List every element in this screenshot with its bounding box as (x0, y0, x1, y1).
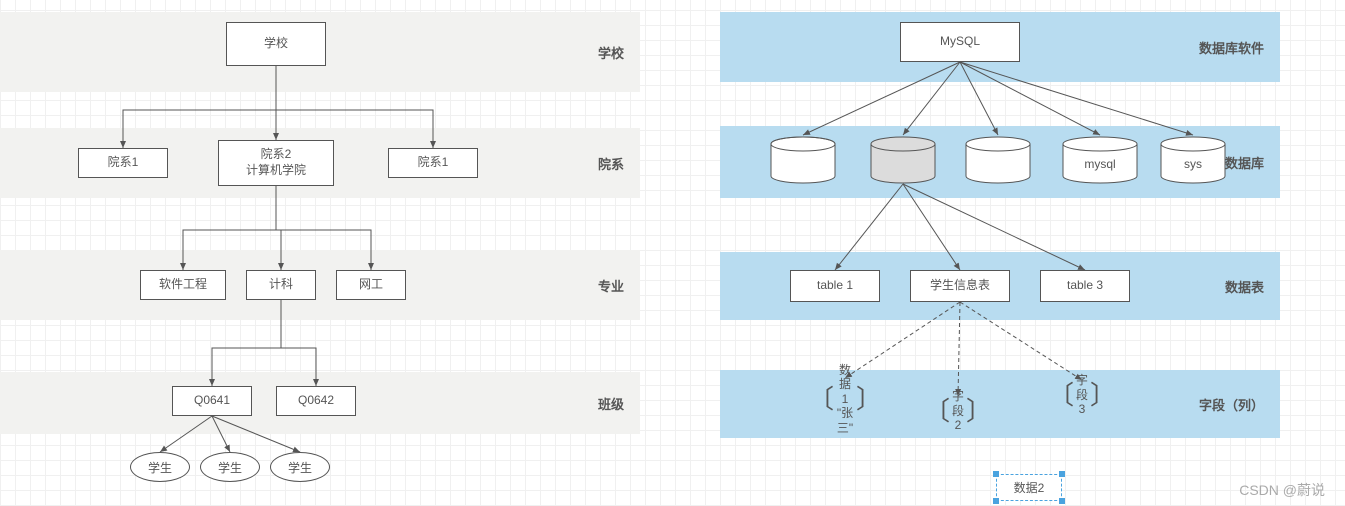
cyl-label: mysql (1084, 157, 1115, 171)
node-class1: Q0641 (172, 386, 252, 416)
cyl-label: sys (1184, 157, 1202, 171)
node-label: 数据2 (1014, 481, 1045, 495)
field-bracket: 〔 字段2 〕 (922, 396, 994, 426)
node-label: 学生 (288, 459, 312, 476)
node-table1: table 1 (790, 270, 880, 302)
cylinder-icon (965, 136, 1031, 182)
field-label: 字段2 (952, 389, 964, 432)
band-label: 班级 (598, 394, 624, 413)
band-label: 学校 (598, 43, 624, 62)
field-label: 数据1 (839, 363, 851, 406)
cylinder-icon: mysql (1062, 136, 1138, 182)
band-label: 数据库 (1225, 153, 1264, 172)
node-student: 学生 (270, 452, 330, 482)
node-label: 计算机学院 (246, 163, 306, 179)
node-student-table: 学生信息表 (910, 270, 1010, 302)
node-student: 学生 (200, 452, 260, 482)
band-label: 字段（列） (1199, 395, 1264, 414)
node-label: 计科 (269, 277, 293, 293)
node-school: 学校 (226, 22, 326, 66)
node-label: 学生信息表 (930, 278, 990, 294)
node-label: Q0641 (194, 393, 230, 409)
band-label: 院系 (598, 154, 624, 173)
left-band-major: 专业 (0, 250, 640, 320)
cylinder-icon: sys (1160, 136, 1226, 182)
node-label: 院系1 (418, 155, 449, 171)
node-label: 学生 (148, 459, 172, 476)
cylinder-icon (770, 136, 836, 182)
watermark-text: CSDN @蔚说 (1239, 480, 1325, 500)
node-table3: table 3 (1040, 270, 1130, 302)
node-major2: 计科 (246, 270, 316, 300)
node-major3: 网工 (336, 270, 406, 300)
field-bracket: 〔 字段3 〕 (1046, 380, 1118, 410)
node-label: 院系1 (108, 155, 139, 171)
band-label: 数据库软件 (1199, 38, 1264, 57)
node-label: table 3 (1067, 278, 1103, 294)
node-dept3: 院系1 (388, 148, 478, 178)
node-label: 网工 (359, 277, 383, 293)
band-label: 专业 (598, 276, 624, 295)
node-class2: Q0642 (276, 386, 356, 416)
right-band-field: 字段（列） (720, 370, 1280, 438)
field-bracket: 〔 数据1 "张三" 〕 (806, 378, 884, 420)
node-dept1: 院系1 (78, 148, 168, 178)
node-dept2: 院系2 计算机学院 (218, 140, 334, 186)
band-label: 数据表 (1225, 277, 1264, 296)
cylinder-icon (870, 136, 936, 182)
node-major1: 软件工程 (140, 270, 226, 300)
field-label: 字段3 (1076, 373, 1088, 416)
node-label: 软件工程 (159, 277, 207, 293)
selected-node[interactable]: 数据2 (996, 474, 1062, 501)
node-mysql: MySQL (900, 22, 1020, 62)
field-value: "张三" (837, 406, 853, 434)
node-student: 学生 (130, 452, 190, 482)
node-label: 学校 (264, 36, 288, 52)
node-label: 院系2 (261, 147, 292, 163)
node-label: table 1 (817, 278, 853, 294)
diagram-canvas: 学校 院系 专业 班级 数据库软件 数据库 数据表 字段（列） (0, 0, 1345, 506)
node-label: 学生 (218, 459, 242, 476)
node-label: Q0642 (298, 393, 334, 409)
node-label: MySQL (940, 34, 980, 50)
